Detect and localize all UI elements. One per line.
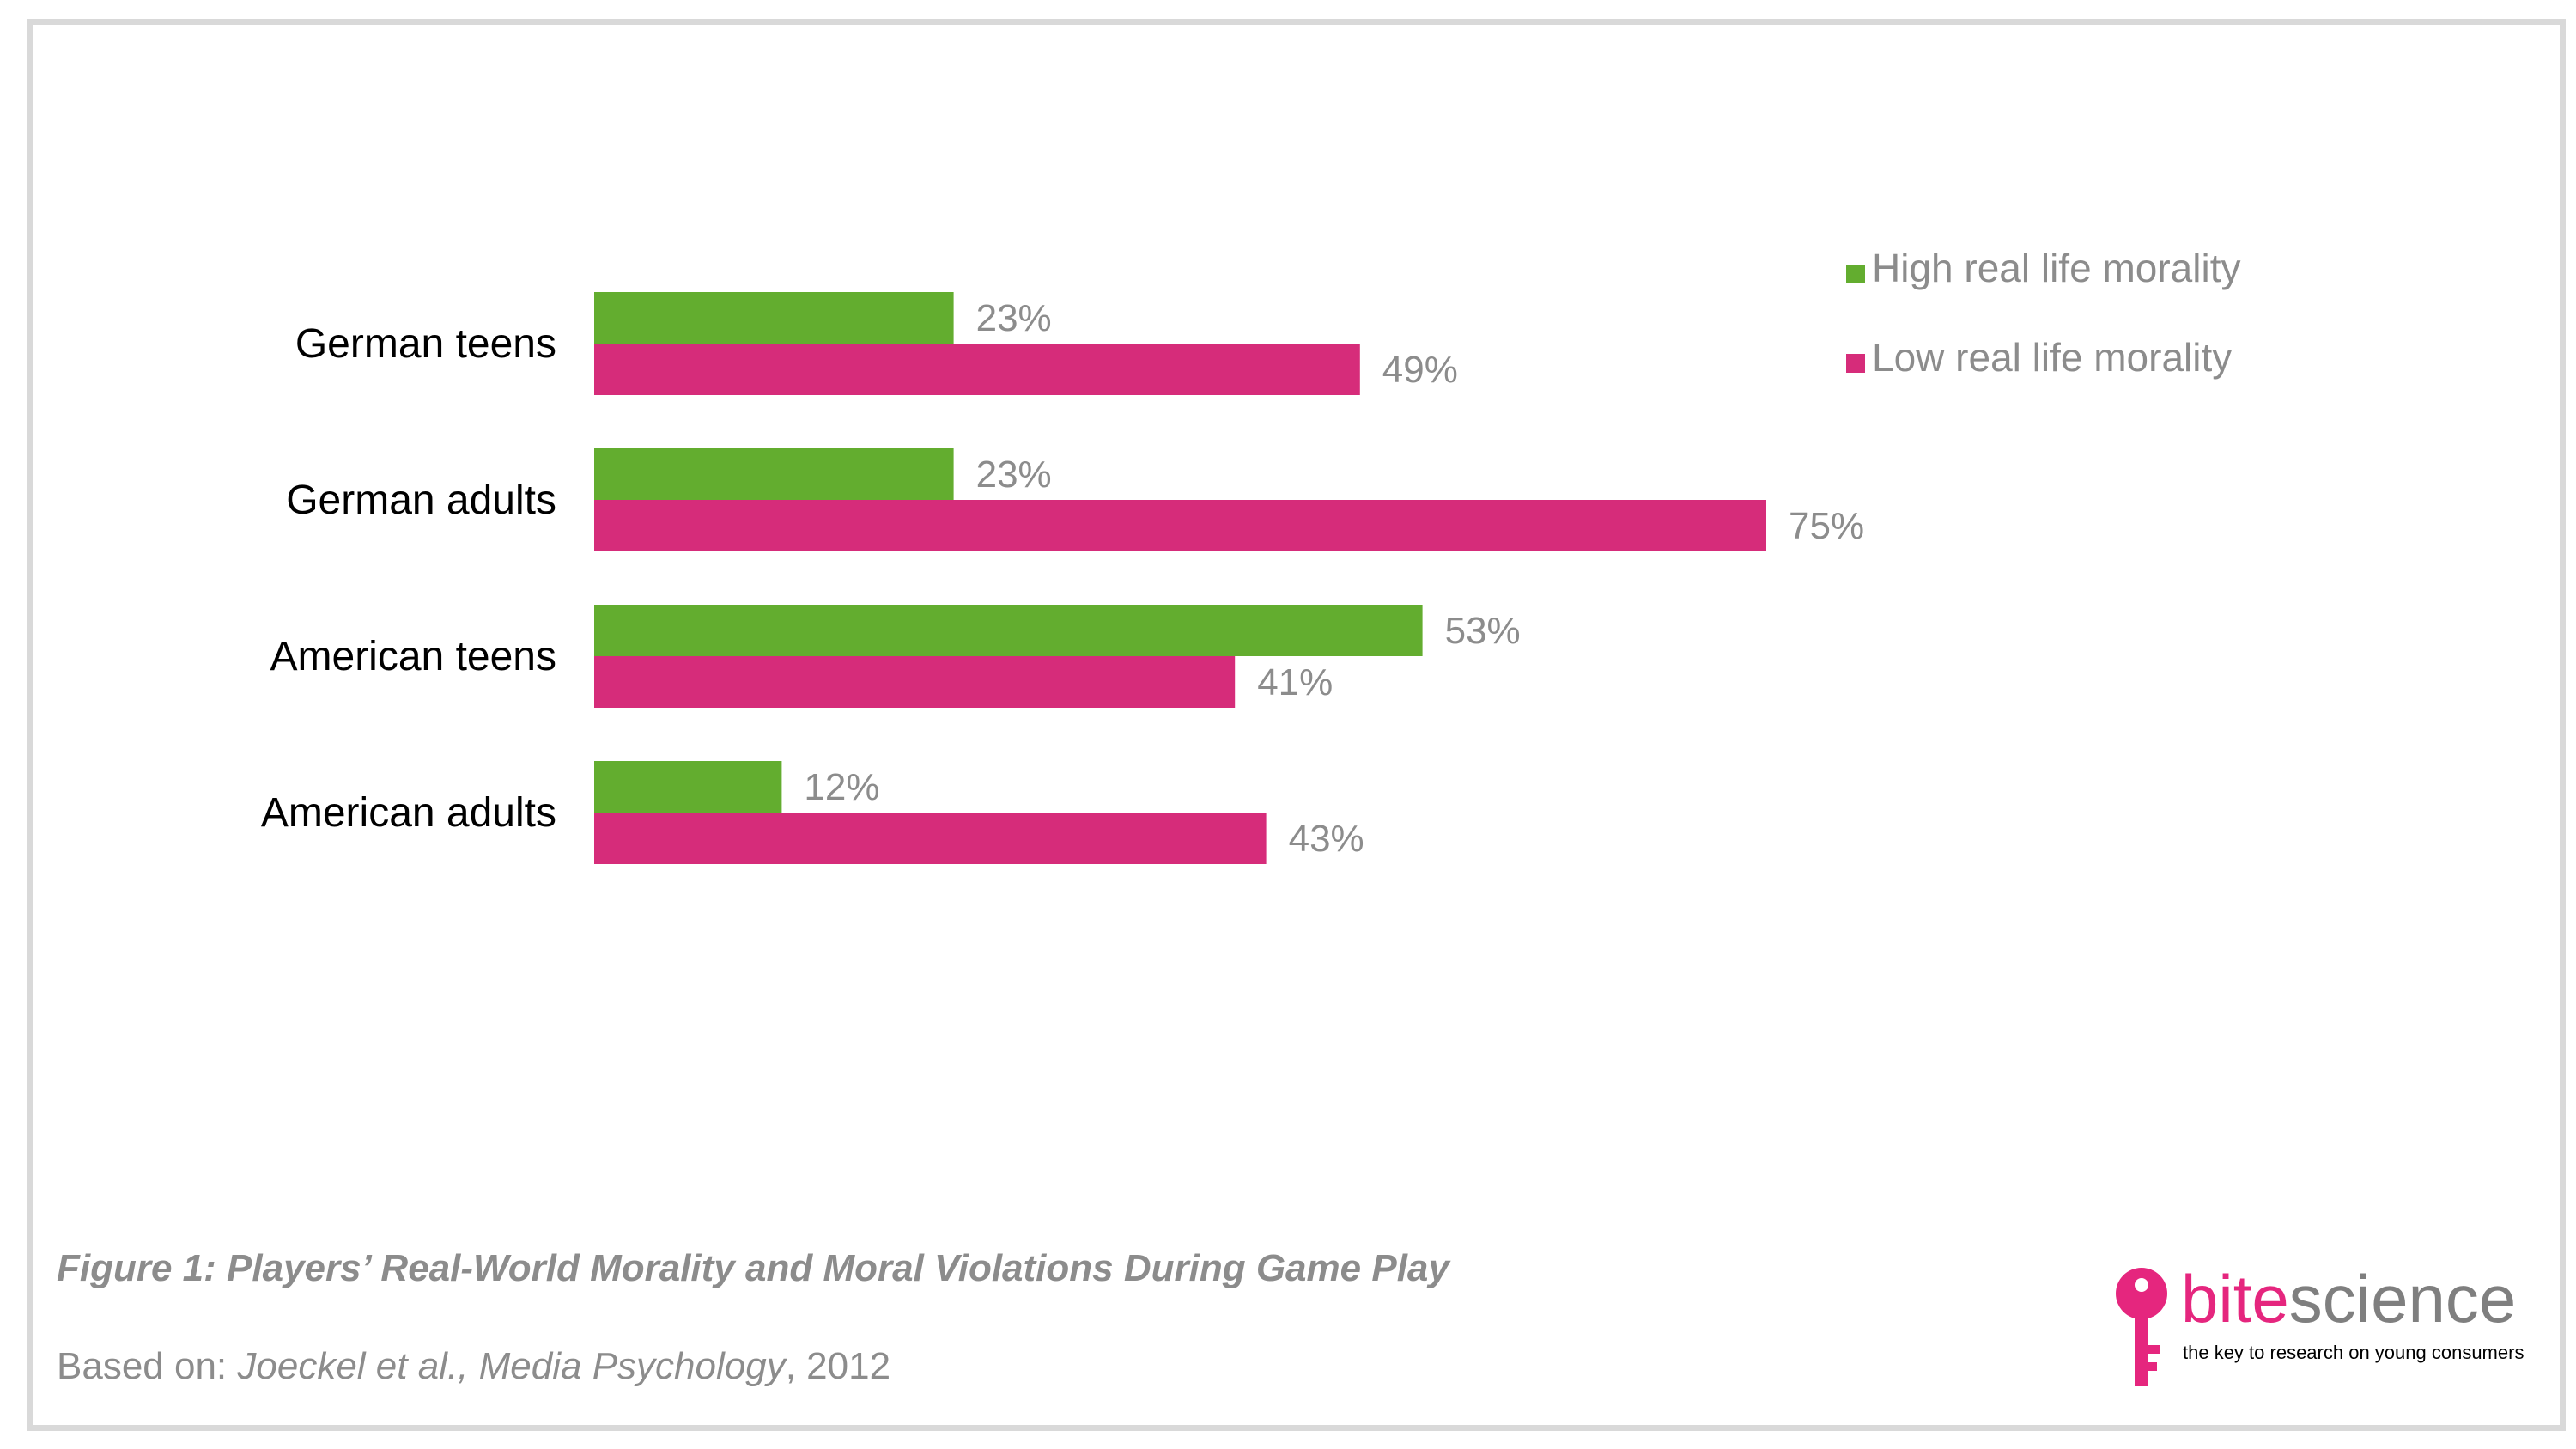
data-label-high-real-life-morality-german-adults: 23% (976, 454, 1052, 496)
bar-low-real-life-morality-german-adults (594, 500, 1766, 551)
bitescience-logo: bitescience the key to research on young… (2112, 1263, 2524, 1391)
key-icon (2116, 1268, 2167, 1386)
data-label-high-real-life-morality-american-adults: 12% (804, 766, 879, 808)
bar-low-real-life-morality-american-teens (594, 656, 1236, 708)
bars-layer (594, 292, 1766, 864)
data-label-low-real-life-morality-american-teens: 41% (1257, 661, 1333, 703)
category-label-american-teens: American teens (270, 634, 557, 679)
source-reference: Joeckel et al., Media Psychology (237, 1345, 786, 1387)
bar-high-real-life-morality-american-teens (594, 605, 1423, 656)
figure-frame (27, 19, 2566, 1431)
bar-low-real-life-morality-american-adults (594, 813, 1267, 864)
data-label-low-real-life-morality-german-teens: 49% (1382, 349, 1458, 391)
legend-label-low-real-life-morality: Low real life morality (1872, 335, 2232, 380)
category-label-german-adults: German adults (286, 478, 556, 523)
source-prefix: Based on: (57, 1345, 238, 1387)
legend: High real life morality Low real life mor… (1846, 246, 2240, 380)
data-label-low-real-life-morality-german-adults: 75% (1789, 505, 1864, 547)
category-label-american-adults: American adults (261, 790, 556, 836)
data-label-low-real-life-morality-american-adults: 43% (1289, 818, 1364, 860)
labels-layer: German teens 23% 49% German adults 23% 75% Ame… (261, 297, 1864, 860)
logo-tagline: the key to research on young consumers (2183, 1342, 2524, 1363)
figure-caption: Figure 1: Players’ Real-World Morality a… (57, 1247, 1449, 1289)
bar-low-real-life-morality-german-teens (594, 344, 1360, 395)
logo-word-bite: bite (2181, 1261, 2289, 1336)
logo-wordmark: bitescience (2181, 1264, 2516, 1333)
category-label-german-teens: German teens (295, 321, 556, 367)
data-label-high-real-life-morality-german-teens: 23% (976, 297, 1052, 339)
source-year: , 2012 (785, 1345, 891, 1387)
data-label-high-real-life-morality-american-teens: 53% (1445, 610, 1521, 652)
source-line: Based on: Joeckel et al., Media Psycholo… (57, 1345, 890, 1388)
legend-label-high-real-life-morality: High real life morality (1872, 246, 2240, 290)
bar-high-real-life-morality-german-teens (594, 292, 954, 344)
bar-high-real-life-morality-american-adults (594, 761, 782, 813)
legend-swatch-high-real-life-morality (1846, 265, 1865, 283)
bar-high-real-life-morality-german-adults (594, 448, 954, 500)
legend-swatch-low-real-life-morality (1846, 354, 1865, 373)
logo-word-science: science (2288, 1261, 2517, 1336)
